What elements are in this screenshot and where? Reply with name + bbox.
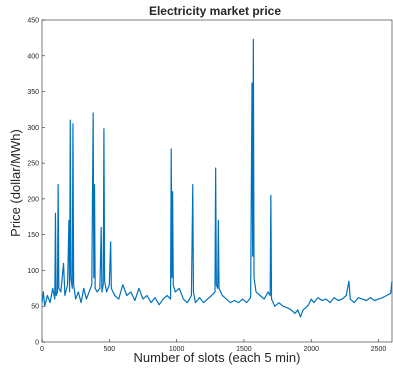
- y-tick-label: 300: [27, 125, 39, 132]
- y-tick-label: 250: [27, 161, 39, 168]
- x-tick-label: 2000: [303, 346, 319, 353]
- y-axis-label: Price (dollar/MWh): [8, 129, 23, 237]
- x-tick-label: 1000: [169, 346, 185, 353]
- y-tick-label: 100: [27, 268, 39, 275]
- y-tick-label: 350: [27, 89, 39, 96]
- x-tick-label: 500: [103, 346, 115, 353]
- y-tick-label: 50: [31, 304, 39, 311]
- chart-title: Electricity market price: [149, 4, 281, 18]
- price-line: [41, 38, 393, 318]
- y-tick-label: 200: [27, 196, 39, 203]
- y-tick-label: 0: [35, 340, 39, 347]
- y-tick-label: 400: [27, 53, 39, 60]
- x-axis-label: Number of slots (each 5 min): [134, 350, 301, 365]
- y-tick-label: 450: [27, 18, 39, 25]
- y-tick-label: 150: [27, 232, 39, 239]
- x-tick-label: 0: [40, 346, 44, 353]
- x-tick-label: 1500: [236, 346, 252, 353]
- x-tick-label: 2500: [371, 346, 387, 353]
- plot-frame: [41, 19, 393, 343]
